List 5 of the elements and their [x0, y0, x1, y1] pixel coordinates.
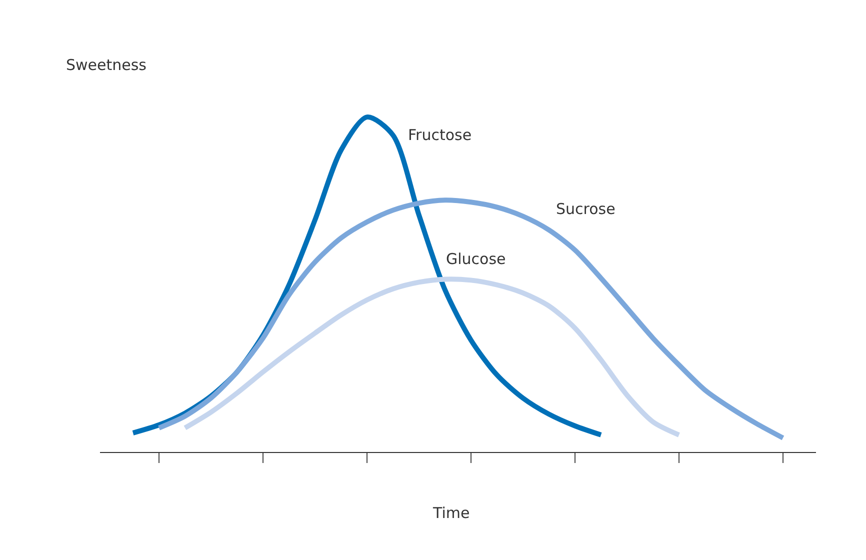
series-label: Sucrose	[556, 200, 616, 218]
series-label: Fructose	[408, 126, 472, 144]
y-axis-title: Sweetness	[66, 56, 147, 74]
x-axis-title: Time	[432, 504, 470, 522]
series-label: Glucose	[446, 250, 506, 268]
